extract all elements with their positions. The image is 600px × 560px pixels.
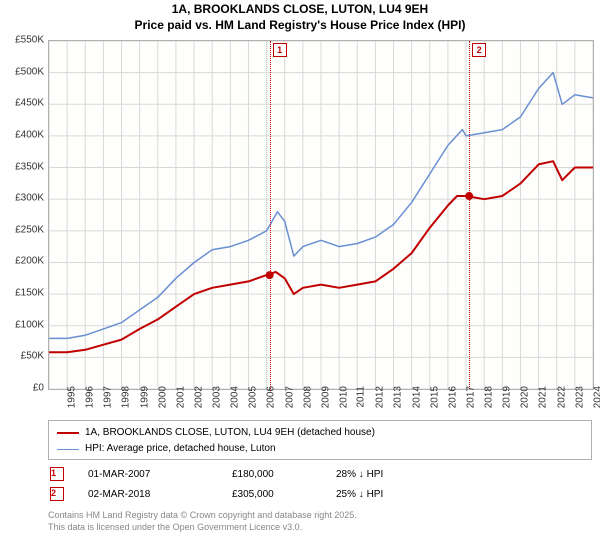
sales-table: 1 01-MAR-2007 £180,000 28% ↓ HPI 2 02-MAR-201…: [48, 464, 592, 504]
legend-and-footer: 1A, BROOKLANDS CLOSE, LUTON, LU4 9EH (de…: [48, 420, 592, 533]
x-tick-label: 2016: [447, 386, 458, 408]
y-tick-label: £250K: [15, 224, 44, 235]
legend-item-price-paid: 1A, BROOKLANDS CLOSE, LUTON, LU4 9EH (de…: [57, 425, 583, 441]
sale-marker-label: 2: [472, 43, 486, 57]
title-line2: Price paid vs. HM Land Registry's House …: [0, 18, 600, 34]
attribution-line1: Contains HM Land Registry data © Crown c…: [48, 510, 592, 522]
y-tick-label: £150K: [15, 288, 44, 299]
y-tick-label: £300K: [15, 193, 44, 204]
sale-price: £305,000: [232, 489, 312, 500]
sale-date: 02-MAR-2018: [88, 489, 208, 500]
x-tick-label: 2006: [266, 386, 277, 408]
x-tick-label: 2015: [429, 386, 440, 408]
x-tick-label: 2013: [393, 386, 404, 408]
y-tick-label: £0: [33, 383, 44, 394]
legend-label-price-paid: 1A, BROOKLANDS CLOSE, LUTON, LU4 9EH (de…: [85, 425, 375, 441]
sale-marker-label: 1: [273, 43, 287, 57]
x-axis-labels: 1995199619971998199920002001200220032004…: [48, 390, 592, 418]
sale-marker-line: [270, 41, 271, 389]
x-tick-label: 1999: [139, 386, 150, 408]
x-tick-label: 2009: [320, 386, 331, 408]
sale-price: £180,000: [232, 469, 312, 480]
sale-date: 01-MAR-2007: [88, 469, 208, 480]
sales-table-row: 1 01-MAR-2007 £180,000 28% ↓ HPI: [48, 464, 592, 484]
x-tick-label: 2022: [556, 386, 567, 408]
x-tick-label: 2007: [284, 386, 295, 408]
y-tick-label: £450K: [15, 98, 44, 109]
x-tick-label: 2010: [338, 386, 349, 408]
sales-table-row: 2 02-MAR-2018 £305,000 25% ↓ HPI: [48, 484, 592, 504]
legend-label-hpi: HPI: Average price, detached house, Luto…: [85, 441, 276, 457]
legend-item-hpi: HPI: Average price, detached house, Luto…: [57, 441, 583, 457]
y-tick-label: £500K: [15, 66, 44, 77]
chart-title: 1A, BROOKLANDS CLOSE, LUTON, LU4 9EH Pri…: [0, 0, 600, 33]
sale-delta: 28% ↓ HPI: [336, 469, 436, 480]
title-line1: 1A, BROOKLANDS CLOSE, LUTON, LU4 9EH: [0, 2, 600, 18]
x-tick-label: 2019: [501, 386, 512, 408]
x-tick-label: 2004: [229, 386, 240, 408]
y-tick-label: £50K: [21, 351, 44, 362]
line-chart: 12: [48, 40, 594, 390]
x-tick-label: 2002: [193, 386, 204, 408]
chart-svg: [49, 41, 593, 389]
y-tick-label: £400K: [15, 129, 44, 140]
x-tick-label: 1998: [121, 386, 132, 408]
x-tick-label: 2011: [356, 386, 367, 408]
y-axis-labels: £0£50K£100K£150K£200K£250K£300K£350K£400…: [0, 40, 46, 388]
x-tick-label: 2020: [520, 386, 531, 408]
sale-number-icon: 2: [50, 487, 64, 501]
x-tick-label: 2005: [248, 386, 259, 408]
legend-swatch-hpi: [57, 449, 79, 450]
x-tick-label: 1997: [103, 386, 114, 408]
x-tick-label: 2000: [157, 386, 168, 408]
x-tick-label: 2018: [483, 386, 494, 408]
x-tick-label: 2024: [592, 386, 600, 408]
y-tick-label: £200K: [15, 256, 44, 267]
sale-delta: 25% ↓ HPI: [336, 489, 436, 500]
attribution-line2: This data is licensed under the Open Gov…: [48, 522, 592, 534]
x-tick-label: 2021: [538, 386, 549, 408]
x-tick-label: 2023: [574, 386, 585, 408]
x-tick-label: 1996: [84, 386, 95, 408]
x-tick-label: 1995: [66, 386, 77, 408]
y-tick-label: £550K: [15, 35, 44, 46]
x-tick-label: 2012: [375, 386, 386, 408]
legend-box: 1A, BROOKLANDS CLOSE, LUTON, LU4 9EH (de…: [48, 420, 592, 460]
x-tick-label: 2003: [211, 386, 222, 408]
attribution: Contains HM Land Registry data © Crown c…: [48, 510, 592, 533]
y-tick-label: £350K: [15, 161, 44, 172]
x-tick-label: 2014: [411, 386, 422, 408]
sale-number-icon: 1: [50, 467, 64, 481]
legend-swatch-price-paid: [57, 432, 79, 434]
y-tick-label: £100K: [15, 319, 44, 330]
x-tick-label: 2017: [465, 386, 476, 408]
sale-marker-line: [469, 41, 470, 389]
x-tick-label: 2001: [175, 386, 186, 408]
x-tick-label: 2008: [302, 386, 313, 408]
